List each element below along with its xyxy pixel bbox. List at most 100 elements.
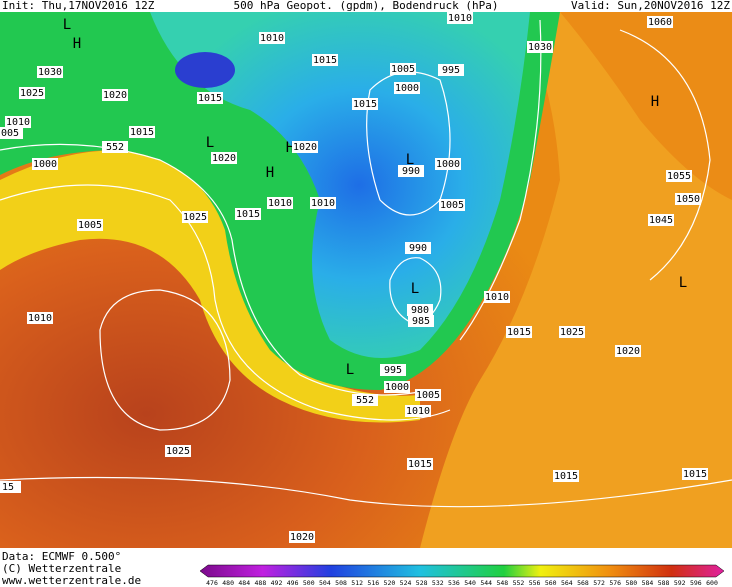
color-bar-label: 572 bbox=[593, 579, 605, 587]
isobar-label: 1015 bbox=[683, 469, 707, 480]
isobar-label: 1020 bbox=[103, 90, 127, 101]
label-box bbox=[405, 242, 431, 254]
label-box bbox=[398, 165, 424, 177]
color-bar-label: 476 bbox=[206, 579, 218, 587]
label-box bbox=[384, 381, 410, 393]
isobar-label: 1055 bbox=[667, 171, 691, 182]
label-box bbox=[102, 89, 128, 101]
label-box bbox=[5, 116, 31, 128]
isobar-label: 1015 bbox=[353, 99, 377, 110]
isobar-label: 1015 bbox=[313, 55, 337, 66]
color-bar-label: 536 bbox=[448, 579, 460, 587]
pressure-center: H bbox=[266, 165, 274, 181]
label-box bbox=[405, 405, 431, 417]
color-bar-label: 484 bbox=[238, 579, 250, 587]
color-bar-label: 556 bbox=[529, 579, 541, 587]
isobar-label: 1015 bbox=[554, 471, 578, 482]
label-box bbox=[438, 64, 464, 76]
pressure-center: L bbox=[346, 362, 354, 378]
label-box bbox=[32, 158, 58, 170]
data-source: Data: ECMWF 0.500° bbox=[2, 550, 121, 563]
pressure-center: L bbox=[411, 281, 419, 297]
label-box bbox=[352, 394, 378, 406]
color-bar-label: 596 bbox=[690, 579, 702, 587]
label-box bbox=[394, 82, 420, 94]
label-box bbox=[390, 63, 416, 75]
isobar-label: 1005 bbox=[416, 390, 440, 401]
label-box bbox=[647, 16, 673, 28]
label-box bbox=[310, 197, 336, 209]
isobar-label: 1010 bbox=[485, 292, 509, 303]
isobar-label: 1060 bbox=[648, 17, 672, 28]
label-box bbox=[211, 152, 237, 164]
label-box bbox=[352, 98, 378, 110]
isobar-label: 1010 bbox=[268, 198, 292, 209]
isobar-label: 1000 bbox=[33, 159, 57, 170]
valid-time: Valid: Sun,20NOV2016 12Z bbox=[571, 0, 730, 12]
label-box bbox=[37, 66, 63, 78]
color-bar-label: 492 bbox=[271, 579, 283, 587]
label-box bbox=[0, 127, 23, 139]
color-bar-label: 552 bbox=[513, 579, 525, 587]
label-box bbox=[129, 126, 155, 138]
color-bar-label: 516 bbox=[367, 579, 379, 587]
isobar-label: 552 bbox=[356, 395, 374, 406]
label-box bbox=[259, 32, 285, 44]
color-bar-label: 600 bbox=[706, 579, 718, 587]
label-box bbox=[289, 531, 315, 543]
copyright: (C) Wetterzentrale bbox=[2, 562, 121, 575]
isobar-label: 1015 bbox=[130, 127, 154, 138]
color-bar-label: 568 bbox=[577, 579, 589, 587]
isobar-label: 1015 bbox=[198, 93, 222, 104]
label-box bbox=[506, 326, 532, 338]
label-box bbox=[527, 41, 553, 53]
isobar-label: 995 bbox=[384, 365, 402, 376]
isobar-label: 1025 bbox=[183, 212, 207, 223]
label-box bbox=[666, 170, 692, 182]
label-box bbox=[407, 304, 433, 316]
label-box bbox=[559, 326, 585, 338]
isobar-label: 990 bbox=[409, 243, 427, 254]
color-bar-label: 560 bbox=[545, 579, 557, 587]
pressure-center: H bbox=[286, 140, 294, 156]
color-bar-label: 580 bbox=[625, 579, 637, 587]
color-bar bbox=[199, 564, 725, 578]
color-bar-label: 544 bbox=[480, 579, 492, 587]
label-box bbox=[27, 312, 53, 324]
label-box bbox=[197, 92, 223, 104]
isobar-label: 1030 bbox=[528, 42, 552, 53]
isobar-label: 1005 bbox=[78, 220, 102, 231]
color-bar-label: 504 bbox=[319, 579, 331, 587]
label-box bbox=[235, 208, 261, 220]
color-bar-label: 520 bbox=[384, 579, 396, 587]
isobar-label: 1000 bbox=[395, 83, 419, 94]
color-bar-label: 540 bbox=[464, 579, 476, 587]
isobar-label: 1015 bbox=[507, 327, 531, 338]
label-box bbox=[380, 364, 406, 376]
label-box bbox=[77, 219, 103, 231]
isobar-label: 1000 bbox=[436, 159, 460, 170]
label-box bbox=[484, 291, 510, 303]
isobar-label: 990 bbox=[402, 166, 420, 177]
color-bar-label: 576 bbox=[609, 579, 621, 587]
isobar-label: 1010 bbox=[311, 198, 335, 209]
isobar-label: 1020 bbox=[290, 532, 314, 543]
label-box bbox=[447, 12, 473, 24]
color-bar-label: 512 bbox=[351, 579, 363, 587]
pressure-center: L bbox=[406, 152, 414, 168]
color-bar-label: 548 bbox=[496, 579, 508, 587]
isobar-label: 995 bbox=[442, 65, 460, 76]
label-box bbox=[553, 470, 579, 482]
header-bar bbox=[0, 0, 732, 12]
label-box bbox=[439, 199, 465, 211]
map-labels: L H 1030 1025 1020 1015 1010 1015 1015 1005 995 100… bbox=[0, 12, 708, 543]
pressure-center: H bbox=[651, 94, 659, 110]
isobar-label: 1050 bbox=[676, 194, 700, 205]
color-bar-label: 592 bbox=[674, 579, 686, 587]
isobar-label: 1020 bbox=[616, 346, 640, 357]
map-title: 500 hPa Geopot. (gpdm), Bodendruck (hPa) bbox=[234, 0, 499, 12]
color-bar-labels: 476 480 484 488 492 496 500 504 508 512 516 520 524 5… bbox=[206, 579, 718, 587]
label-box bbox=[267, 197, 293, 209]
label-box bbox=[165, 445, 191, 457]
color-bar-label: 588 bbox=[658, 579, 670, 587]
